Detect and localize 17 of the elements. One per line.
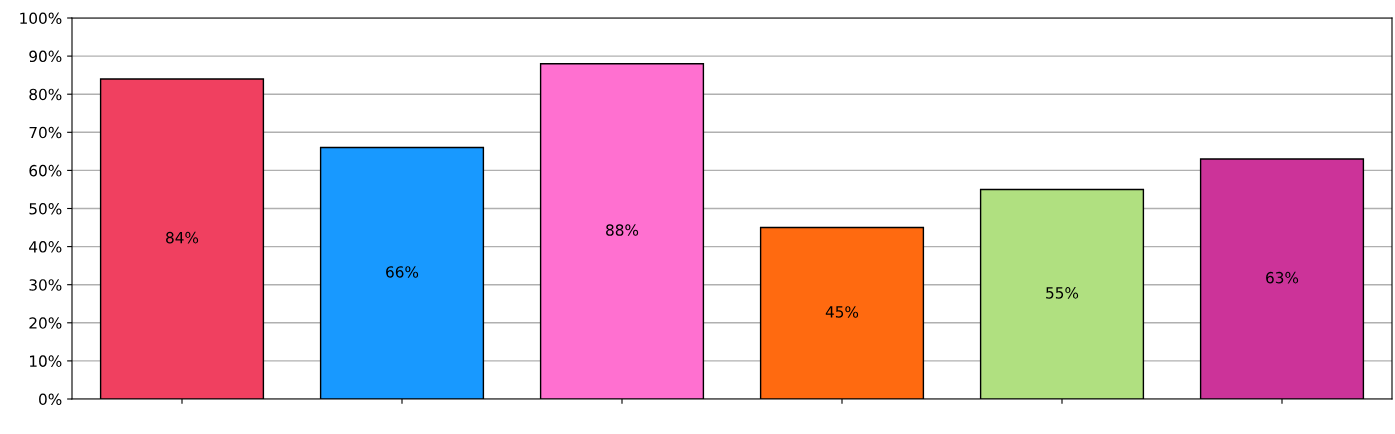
y-tick-label: 40% xyxy=(29,241,62,253)
y-tick-label: 30% xyxy=(29,279,62,291)
y-tick-label: 0% xyxy=(39,393,62,406)
y-tick-label: 20% xyxy=(29,317,62,329)
data-label: 88% xyxy=(606,224,639,236)
data-label: 45% xyxy=(825,306,859,318)
y-tick-label: 50% xyxy=(29,202,62,215)
y-tick-label: 90% xyxy=(29,50,62,63)
data-label: 55% xyxy=(1046,287,1079,299)
y-tick-label: 10% xyxy=(30,355,62,367)
data-label: 66% xyxy=(386,266,419,278)
data-label: 84% xyxy=(166,231,199,244)
y-tick-label: 60% xyxy=(29,164,62,177)
y-tick-label: 70% xyxy=(29,126,62,139)
data-label: 63% xyxy=(1266,271,1299,284)
y-tick-label: 80% xyxy=(29,88,62,101)
y-tick-label: 100% xyxy=(20,12,62,25)
